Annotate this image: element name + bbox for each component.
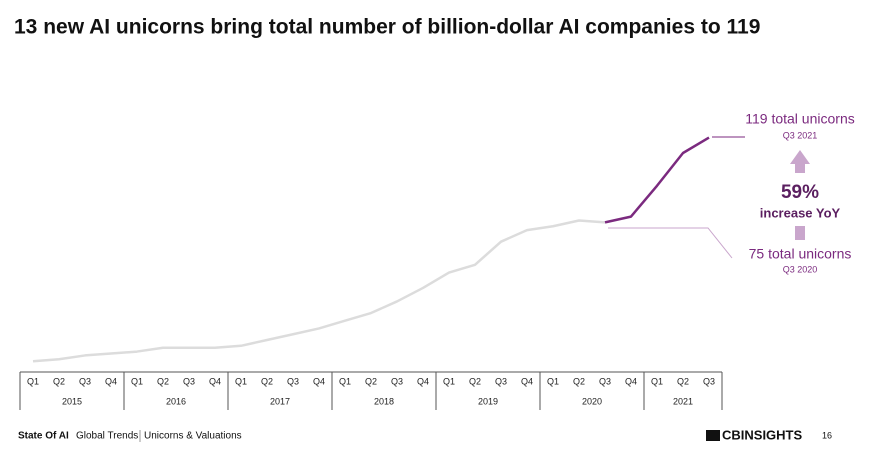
x-tick-label: Q4	[521, 376, 533, 386]
x-tick-label: Q2	[365, 376, 377, 386]
page-number: 16	[822, 430, 832, 440]
x-tick-label: Q4	[313, 376, 325, 386]
x-tick-label: Q2	[157, 376, 169, 386]
change-value: 59%	[781, 182, 819, 203]
x-tick-label: Q2	[573, 376, 585, 386]
annotations: 119 total unicorns Q3 2021 59% increase …	[608, 111, 855, 274]
footer-topic: Unicorns & Valuations	[144, 431, 242, 442]
chart-title: 13 new AI unicorns bring total number of…	[14, 16, 760, 39]
footer: State Of AI Global Trends Unicorns & Val…	[18, 427, 832, 442]
end-label: 119 total unicorns	[745, 111, 854, 127]
year-label: 2015	[62, 396, 82, 406]
x-tick-label: Q1	[651, 376, 663, 386]
change-label: increase YoY	[760, 205, 841, 220]
footer-section: Global Trends	[76, 431, 138, 442]
x-tick-label: Q1	[235, 376, 247, 386]
x-tick-label: Q1	[547, 376, 559, 386]
year-label: 2017	[270, 396, 290, 406]
series-line	[32, 219, 606, 363]
series-line	[604, 136, 710, 224]
year-label: 2021	[673, 396, 693, 406]
x-tick-label: Q3	[79, 376, 91, 386]
leader-line	[608, 227, 733, 259]
x-tick-label: Q1	[131, 376, 143, 386]
x-tick-label: Q2	[261, 376, 273, 386]
year-label: 2020	[582, 396, 602, 406]
brand: CBINSIGHTS	[722, 427, 803, 442]
x-tick-label: Q2	[677, 376, 689, 386]
x-tick-label: Q1	[27, 376, 39, 386]
arrow-shaft	[795, 164, 805, 173]
footer-report: State Of AI	[18, 431, 69, 442]
x-tick-label: Q3	[703, 376, 715, 386]
end-period: Q3 2021	[783, 130, 818, 140]
x-tick-label: Q4	[209, 376, 221, 386]
x-tick-label: Q3	[287, 376, 299, 386]
x-tick-label: Q3	[599, 376, 611, 386]
x-tick-label: Q1	[339, 376, 351, 386]
arrow-head	[790, 150, 810, 164]
x-tick-label: Q4	[105, 376, 117, 386]
x-tick-label: Q4	[417, 376, 429, 386]
x-tick-label: Q2	[469, 376, 481, 386]
start-period: Q3 2020	[783, 264, 818, 274]
x-tick-label: Q1	[443, 376, 455, 386]
arrow-tail	[795, 226, 805, 240]
x-tick-label: Q2	[53, 376, 65, 386]
x-tick-label: Q3	[391, 376, 403, 386]
year-label: 2018	[374, 396, 394, 406]
logo-mark	[706, 430, 720, 441]
x-tick-label: Q3	[495, 376, 507, 386]
year-label: 2016	[166, 396, 186, 406]
x-tick-label: Q3	[183, 376, 195, 386]
start-label: 75 total unicorns	[749, 246, 852, 262]
year-label: 2019	[478, 396, 498, 406]
x-tick-label: Q4	[625, 376, 637, 386]
